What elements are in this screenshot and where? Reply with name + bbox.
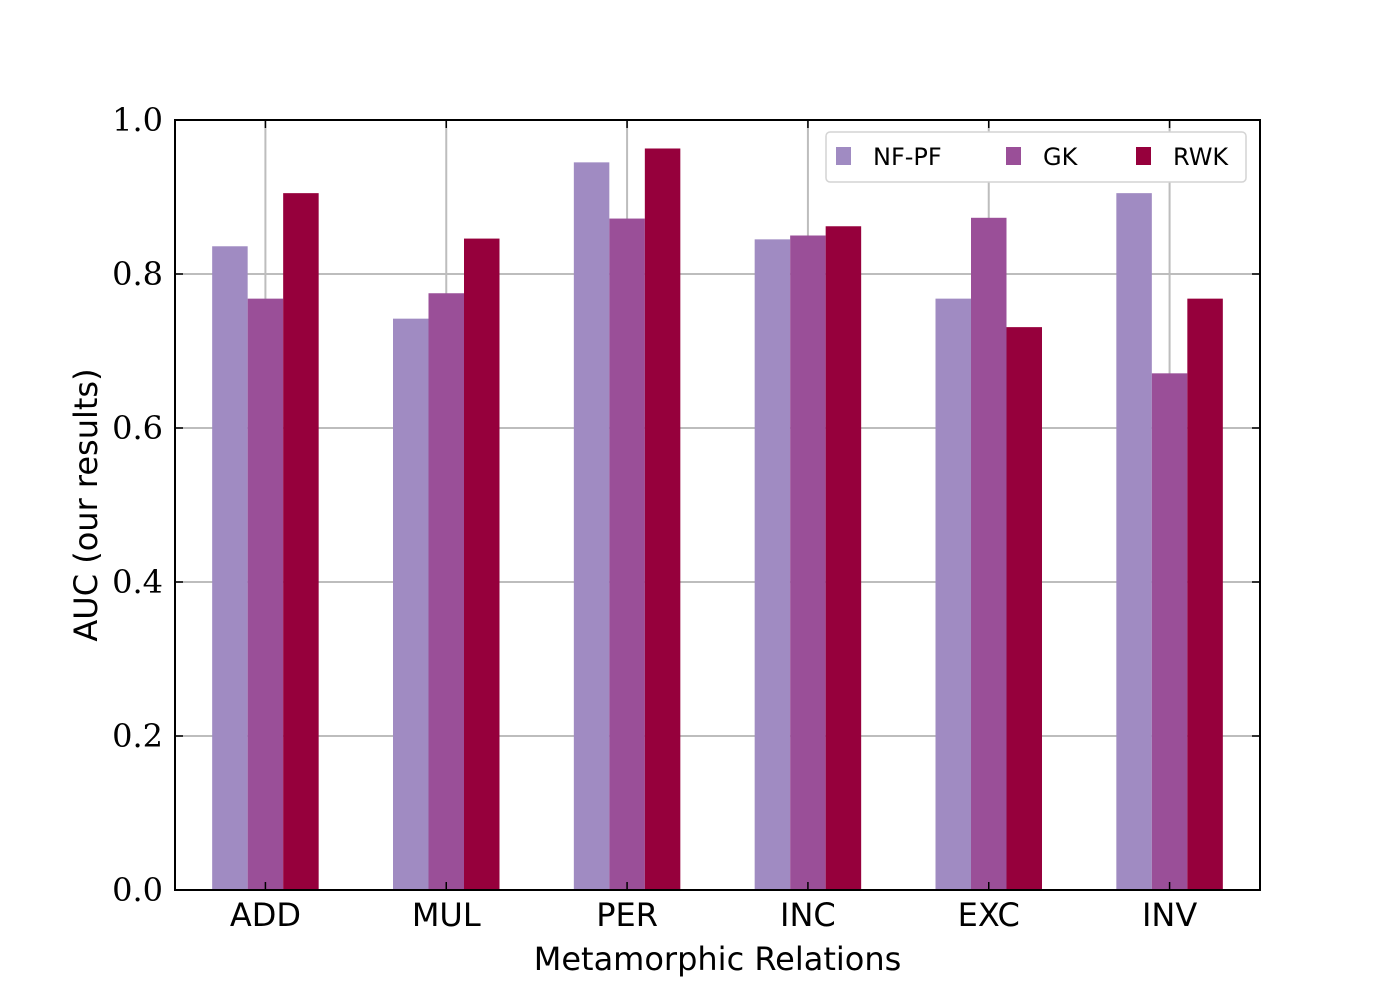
x-axis-label: Metamorphic Relations	[534, 940, 902, 978]
legend: NF-PF GK RWK	[825, 131, 1247, 183]
x-tick-label: INC	[780, 896, 836, 934]
bar-nf-pf-inv	[1116, 193, 1152, 890]
legend-swatch-nf-pf	[836, 147, 851, 165]
legend-label-nf-pf: NF-PF	[873, 143, 942, 171]
bar-gk-mul	[428, 293, 464, 890]
plot-frame	[174, 119, 1261, 891]
legend-label-rwk: RWK	[1173, 143, 1229, 171]
bar-nf-pf-inc	[754, 239, 791, 891]
x-tick-label: PER	[596, 896, 658, 934]
bars-layer	[212, 148, 1223, 891]
bar-gk-add	[247, 298, 284, 890]
grid-layer	[175, 119, 1260, 891]
bar-nf-pf-add	[212, 246, 248, 890]
x-tick-label: EXC	[958, 896, 1020, 934]
bar-rwk-mul	[464, 238, 500, 890]
legend-box	[825, 131, 1247, 183]
bar-gk-inc	[790, 235, 826, 890]
bar-rwk-per	[644, 148, 681, 891]
y-axis-label: AUC (our results)	[67, 368, 105, 641]
ticks-layer: 0.0 0.2 0.4 0.6 0.8 1.0 ADD MUL PER INC EXC INV	[112, 101, 1260, 934]
y-tick-label: 0.8	[112, 255, 163, 293]
bar-nf-pf-exc	[935, 298, 971, 890]
bar-rwk-add	[283, 193, 319, 890]
bar-gk-exc	[971, 217, 1007, 891]
bar-rwk-inv	[1187, 298, 1223, 890]
bar-gk-per	[609, 218, 645, 890]
x-tick-label: MUL	[412, 896, 481, 934]
legend-label-gk: GK	[1043, 143, 1079, 171]
x-tick-label: INV	[1142, 896, 1197, 934]
bar-nf-pf-per	[573, 162, 610, 891]
y-tick-label: 1.0	[112, 101, 163, 139]
legend-swatch-gk	[1006, 147, 1021, 165]
bar-rwk-exc	[1006, 327, 1042, 890]
x-tick-label: ADD	[230, 896, 301, 934]
bar-rwk-inc	[825, 226, 862, 890]
bar-gk-inv	[1151, 373, 1188, 891]
legend-swatch-rwk	[1136, 147, 1151, 165]
y-tick-label: 0.4	[112, 563, 163, 601]
y-tick-label: 0.6	[112, 409, 163, 447]
y-tick-label: 0.0	[112, 871, 163, 909]
y-tick-label: 0.2	[112, 717, 163, 755]
bar-nf-pf-mul	[393, 318, 429, 890]
